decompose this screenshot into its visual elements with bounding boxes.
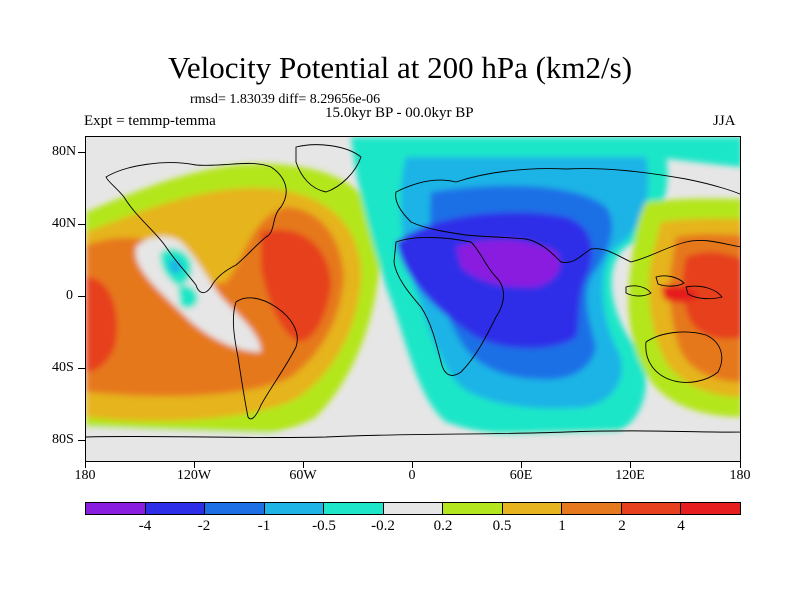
- x-label-120e: 120E: [615, 468, 645, 483]
- y-label-80s: 80S: [52, 432, 74, 447]
- colorbar-label: 0.5: [492, 518, 512, 534]
- colorbar-segment-0: [86, 503, 146, 514]
- x-label-60w: 60W: [289, 468, 317, 483]
- contour-pos-2: [86, 277, 117, 372]
- x-tick: [194, 462, 195, 468]
- colorbar-label: 1: [558, 518, 566, 534]
- x-label-0: 0: [408, 468, 416, 483]
- map-title: Velocity Potential at 200 hPa (km2/s): [167, 50, 633, 85]
- x-label-180e: 180: [729, 468, 751, 483]
- y-tick: [78, 296, 85, 297]
- colorbar-segment-3: [264, 503, 325, 514]
- y-tick: [78, 440, 85, 441]
- y-label-40s: 40S: [52, 360, 74, 375]
- colorbar-label: -0.5: [312, 518, 336, 534]
- x-label-120w: 120W: [176, 468, 212, 483]
- colorbar-segment-1: [145, 503, 206, 514]
- y-label-40n: 40N: [52, 216, 77, 231]
- y-label-0: 0: [66, 288, 73, 303]
- colorbar: [85, 502, 741, 515]
- map-field: [86, 137, 740, 461]
- x-tick: [412, 462, 413, 468]
- y-tick: [78, 368, 85, 369]
- colorbar-segment-8: [562, 503, 622, 514]
- colorbar-label: -0.2: [371, 518, 395, 534]
- contour-neg-4: [456, 240, 560, 288]
- x-tick: [740, 462, 741, 468]
- colorbar-segment-9: [621, 503, 682, 514]
- colorbar-label: 0.2: [433, 518, 453, 534]
- colorbar-segment-4: [324, 503, 384, 514]
- colorbar-segment-6: [443, 503, 503, 514]
- x-tick: [303, 462, 304, 468]
- contour-neg-small3: [178, 285, 198, 309]
- colorbar-segment-2: [205, 503, 265, 514]
- time-period-text: 15.0kyr BP - 00.0kyr BP: [325, 105, 474, 121]
- contour-pos-wp-4: [661, 284, 698, 303]
- x-tick: [85, 462, 86, 468]
- y-tick: [78, 152, 85, 153]
- contour-pos-2b: [261, 229, 331, 342]
- colorbar-label: -1: [257, 518, 271, 534]
- experiment-label: Expt = temmp-temma: [84, 113, 216, 129]
- contour-antarctic: [86, 427, 740, 461]
- y-tick: [78, 224, 85, 225]
- coastlines: [86, 144, 740, 439]
- x-tick: [630, 462, 631, 468]
- colorbar-segment-7: [502, 503, 563, 514]
- colorbar-label: -4: [138, 518, 152, 534]
- x-label-60e: 60E: [509, 468, 533, 483]
- rmsd-diff-text: rmsd= 1.83039 diff= 8.29656e-06: [190, 92, 381, 107]
- colorbar-segment-10: [681, 503, 741, 514]
- colorbar-label: 4: [677, 518, 685, 534]
- x-tick: [521, 462, 522, 468]
- colorbar-segment-5: [383, 503, 444, 514]
- y-label-80n: 80N: [52, 144, 77, 159]
- colorbar-label: -2: [197, 518, 211, 534]
- x-label-180w: 180: [74, 468, 96, 483]
- contour-arctic: [406, 137, 740, 167]
- velocity-potential-map: [85, 136, 741, 462]
- colorbar-label: 2: [618, 518, 626, 534]
- season-label: JJA: [713, 113, 736, 129]
- contour-pos-wp-2: [682, 252, 740, 339]
